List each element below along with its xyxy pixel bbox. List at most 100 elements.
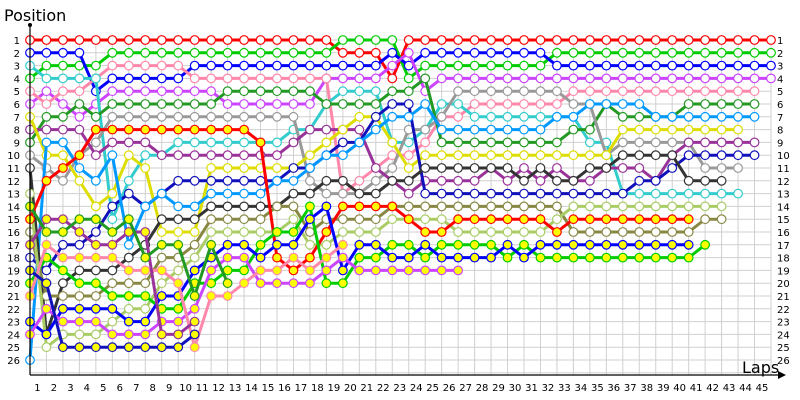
x-tick-label: 14	[245, 383, 258, 394]
series-3-lap-3-marker	[74, 47, 85, 58]
series-12-lap-14-marker	[255, 188, 266, 199]
series-23-lap-7-marker	[140, 252, 151, 263]
series-12-lap-12-marker	[222, 188, 233, 199]
x-tick-label: 29	[492, 383, 505, 394]
series-7-lap-21-marker	[370, 99, 381, 109]
series-2-lap-43-marker	[733, 47, 743, 58]
series-11-lap-5-marker	[107, 201, 118, 212]
series-10-lap-39-marker	[667, 124, 678, 135]
series-14-lap-33-marker	[568, 227, 579, 237]
series-7-lap-32-marker	[552, 137, 562, 148]
series-17-lap-16-marker	[288, 227, 299, 237]
series-12-lap-32-marker	[552, 111, 562, 122]
series-5-lap-31-marker	[535, 99, 546, 109]
series-17-lap-22-marker	[387, 239, 398, 250]
series-10-lap-17-marker	[305, 150, 315, 161]
series-14-lap-10-marker	[189, 239, 200, 250]
series-3-lap-30-marker	[519, 47, 529, 58]
y-tick-label-left: 8	[14, 126, 20, 137]
series-6-lap-40-marker	[683, 188, 694, 199]
x-tick-label: 2	[51, 383, 57, 394]
series-8-lap-42-marker	[716, 163, 727, 173]
y-tick-label-right: 18	[777, 254, 790, 265]
series-18-lap-1-marker	[41, 329, 52, 340]
series-6-lap-38-marker	[650, 188, 661, 199]
series-4-lap-40-marker	[683, 73, 694, 84]
series-3-lap-25-marker	[436, 47, 447, 58]
series-18-lap-34-marker	[584, 239, 595, 250]
series-13-lap-26-marker	[453, 163, 464, 173]
series-10-lap-8-marker	[156, 227, 167, 237]
series-19-lap-19-marker	[337, 252, 348, 263]
y-tick-label-right: 24	[777, 330, 790, 341]
series-1-lap-33-marker	[568, 35, 579, 45]
series-13-lap-39-marker	[667, 150, 678, 161]
series-5-lap-15-marker	[272, 73, 282, 84]
series-11-lap-41-marker	[700, 150, 711, 161]
x-tick-label: 19	[327, 383, 340, 394]
series-8-lap-17-marker	[305, 175, 315, 186]
series-11-lap-33-marker	[568, 188, 579, 199]
series-7-lap-28-marker	[486, 137, 496, 148]
series-7-lap-25-marker	[436, 137, 447, 148]
series-3-lap-11-marker	[206, 60, 217, 71]
series-14-lap-12-marker	[222, 214, 233, 225]
series-5-lap-18-marker	[321, 73, 332, 84]
series-21-lap-7-marker	[140, 342, 151, 353]
series-4-lap-28-marker	[486, 73, 496, 84]
series-20-lap-13-marker	[239, 278, 249, 289]
x-tick-label: 35	[591, 383, 604, 394]
series-1-lap-45-marker	[766, 35, 776, 45]
series-14-lap-41-marker	[700, 214, 711, 225]
x-tick-label: 31	[525, 383, 538, 394]
y-tick-label-left: 4	[14, 74, 20, 85]
series-15-lap-13-marker	[239, 227, 249, 237]
series-4	[25, 47, 776, 122]
x-tick-label: 30	[509, 383, 522, 394]
series-3-lap-14-marker	[255, 60, 266, 71]
series-2-lap-14-marker	[255, 47, 266, 58]
series-17-lap-27-marker	[469, 239, 480, 250]
series-7-lap-22-marker	[387, 86, 398, 97]
x-tick-label: 17	[295, 383, 308, 394]
series-7-lap-16-marker	[288, 86, 299, 97]
series-8-lap-7-marker	[140, 111, 151, 122]
series-13-lap-11-marker	[206, 201, 217, 212]
series-7-lap-11-marker	[206, 99, 217, 109]
series-14-lap-27-marker	[469, 201, 480, 212]
x-tick-label: 45	[756, 383, 769, 394]
series-3-lap-22-marker	[387, 47, 398, 58]
series-17-lap-13-marker	[239, 265, 249, 276]
series-7-lap-30-marker	[519, 137, 529, 148]
series-19-lap-6-marker	[123, 329, 134, 340]
series-11-lap-13-marker	[239, 175, 249, 186]
series-1-lap-39-marker	[667, 35, 678, 45]
series-5-lap-11-marker	[206, 73, 217, 84]
series-8-lap-13-marker	[239, 111, 249, 122]
series-22-lap-8-marker	[156, 329, 167, 340]
series-19-lap-17-marker	[305, 278, 315, 289]
series-22-lap-9-marker	[173, 329, 184, 340]
series-2-lap-18-marker	[321, 47, 332, 58]
series-1-lap-4-marker	[90, 35, 101, 45]
series-18-lap-15-marker	[272, 239, 282, 250]
series-17-lap-21-marker	[370, 252, 381, 263]
series-12-lap-7-marker	[140, 201, 151, 212]
series-3-lap-39-marker	[667, 60, 678, 71]
series-1-lap-1-marker	[41, 35, 52, 45]
series-4-lap-39-marker	[667, 73, 678, 84]
series-1-lap-14-marker	[255, 35, 266, 45]
series-9-lap-13-marker	[239, 150, 249, 161]
series-4-lap-9-marker	[173, 86, 184, 97]
series-9-lap-41-marker	[700, 137, 711, 148]
y-tick-label-right: 10	[777, 151, 790, 162]
series-9-lap-37-marker	[634, 163, 645, 173]
x-tick-label: 16	[278, 383, 291, 394]
series-2-lap-33-marker	[568, 47, 579, 58]
series-5-lap-16-marker	[288, 73, 299, 84]
series-16-lap-12-marker	[222, 124, 233, 135]
series-3-lap-5-marker	[107, 73, 118, 84]
series-13-lap-42-marker	[716, 175, 727, 186]
y-tick-label-left: 5	[14, 87, 20, 98]
series-14-lap-4-marker	[90, 291, 101, 301]
